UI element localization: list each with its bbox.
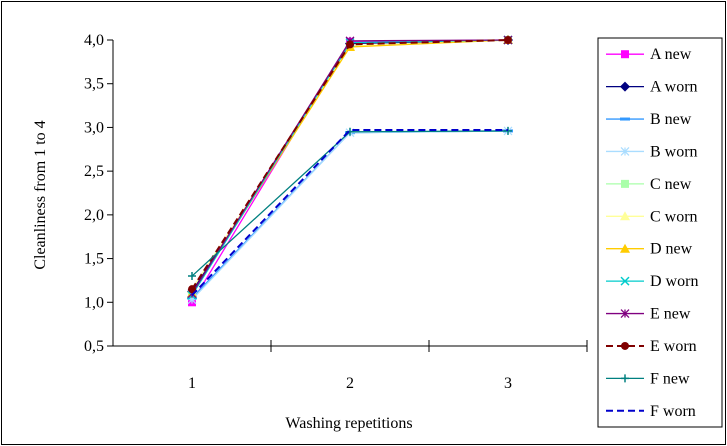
plot-area: 0,5 1,0 1,5 2,0 2,5 3,0 3,5 4,0 1 2 3	[84, 32, 588, 392]
data-point	[620, 81, 630, 92]
y-tick-label: 4,0	[84, 32, 104, 49]
x-tick-label: 1	[188, 375, 196, 392]
legend-entry: D new	[650, 241, 693, 258]
legend-entry: D worn	[650, 273, 698, 290]
data-point	[504, 36, 512, 44]
data-point	[346, 40, 354, 49]
legend-entry: C new	[650, 176, 692, 193]
data-point	[187, 295, 197, 305]
data-point	[621, 374, 629, 383]
y-tick-label: 3,5	[84, 76, 104, 93]
data-point	[621, 50, 629, 59]
x-axis-label: Washing repetitions	[285, 415, 412, 432]
y-tick-label: 2,0	[84, 207, 104, 224]
data-point	[620, 117, 630, 121]
legend-entry: A worn	[650, 79, 698, 96]
legend-entry: B new	[650, 111, 692, 128]
x-tick-label: 2	[346, 375, 354, 392]
legend-entry: E new	[650, 306, 691, 323]
series-line	[191, 129, 508, 296]
data-point	[621, 341, 629, 350]
y-tick-label: 3,0	[84, 119, 104, 136]
legend-entry: F new	[650, 370, 690, 387]
y-tick-label: 1,5	[84, 251, 104, 268]
data-point	[620, 276, 630, 286]
legend-entry: A new	[650, 46, 692, 63]
y-tick-label: 1,0	[84, 294, 104, 311]
legend-entry: C worn	[650, 208, 698, 225]
legend-box	[597, 37, 723, 428]
x-tick-label: 3	[504, 375, 512, 392]
legend-entry: E worn	[650, 338, 697, 355]
legend: A new A worn B new B worn C new C worn D new D …	[597, 37, 723, 428]
data-point	[188, 272, 196, 281]
data-point	[620, 211, 630, 221]
legend-entry: B worn	[650, 143, 698, 160]
data-point	[621, 179, 629, 188]
data-point	[620, 309, 630, 319]
legend-entry: F worn	[650, 403, 696, 420]
y-axis-label: Cleanliness from 1 to 4	[32, 120, 49, 269]
y-tick-label: 2,5	[84, 163, 104, 180]
data-point	[188, 285, 196, 294]
data-point	[620, 147, 630, 156]
y-tick-label: 0,5	[84, 338, 104, 355]
data-point	[620, 243, 630, 253]
